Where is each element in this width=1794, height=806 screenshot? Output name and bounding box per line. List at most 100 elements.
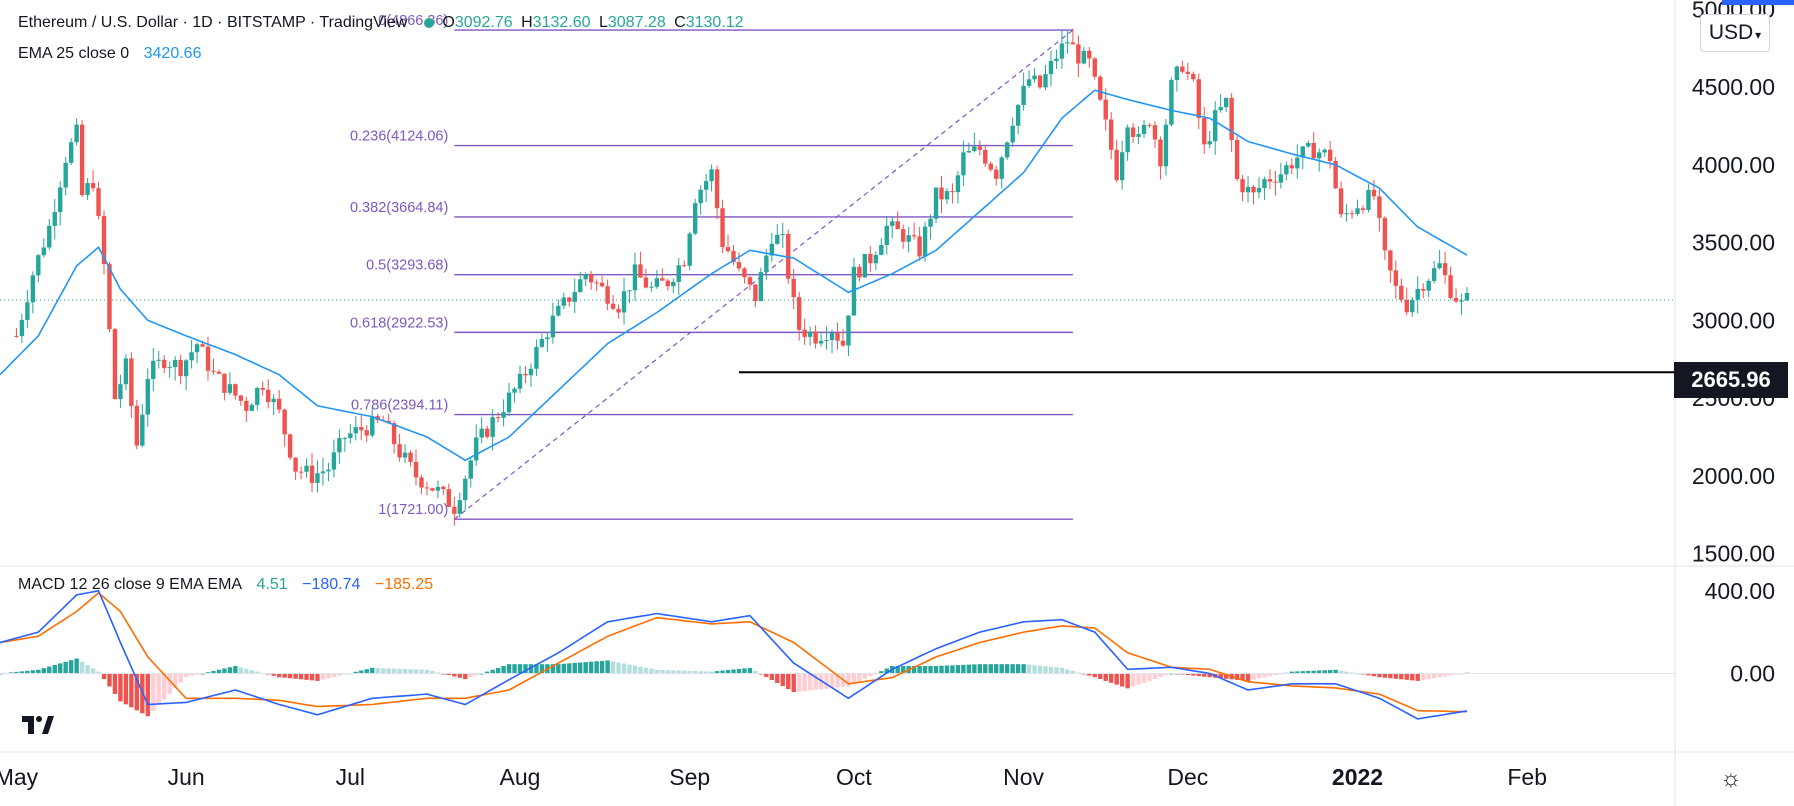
candle-body	[41, 247, 46, 256]
candle-body	[1393, 270, 1399, 286]
macd-histogram-bar	[435, 672, 441, 674]
candle-body	[567, 297, 572, 302]
candle-body	[1152, 125, 1158, 140]
candle-body	[895, 221, 900, 230]
macd-line	[0, 589, 1468, 720]
macd-histogram-bar	[233, 666, 238, 674]
candle-body	[1207, 141, 1212, 145]
macd-histogram-bar	[961, 664, 966, 674]
macd-histogram-bar	[884, 668, 889, 674]
macd-histogram-bar	[1158, 673, 1163, 678]
macd-histogram-bar	[720, 670, 725, 674]
candle-body	[1333, 160, 1338, 189]
candle-body	[747, 277, 753, 285]
macd-histogram-bar	[337, 673, 342, 676]
macd-histogram	[0, 658, 1470, 717]
macd-histogram-bar	[676, 670, 681, 674]
candle-body	[1459, 300, 1464, 302]
candle-body	[1234, 140, 1240, 180]
macd-histogram-bar	[643, 667, 649, 674]
macd-histogram-bar	[501, 666, 506, 674]
macd-histogram-bar	[605, 660, 610, 674]
macd-histogram-bar	[769, 673, 775, 680]
currency-button[interactable]: USD ▾	[1700, 14, 1770, 52]
macd-histogram-bar	[8, 672, 14, 674]
candle-body	[610, 303, 616, 309]
macd-histogram-bar	[1130, 673, 1136, 687]
candle-body	[107, 263, 112, 330]
candle-body	[52, 212, 57, 226]
candle-body	[123, 358, 129, 385]
macd-histogram-bar	[868, 673, 873, 677]
ema-value: 3420.66	[143, 45, 202, 62]
macd-histogram-bar	[922, 666, 928, 674]
macd-histogram-bar	[1421, 673, 1426, 680]
macd-histogram-bar	[1125, 673, 1130, 689]
macd-histogram-bar	[386, 668, 391, 674]
candle-body	[441, 486, 446, 490]
macd-histogram-bar	[1021, 664, 1026, 674]
macd-histogram-bar	[1448, 673, 1453, 676]
macd-histogram-bar	[74, 658, 79, 674]
candle-body	[1108, 119, 1114, 150]
candle-body	[556, 305, 561, 316]
candle-body	[868, 254, 873, 264]
macd-histogram-bar	[189, 673, 194, 676]
support-price-label: 2665.96	[1674, 362, 1788, 398]
macd-histogram-bar	[939, 665, 944, 674]
macd-histogram-bar	[966, 664, 972, 674]
candle-body	[1421, 288, 1426, 291]
candle-body	[627, 290, 632, 292]
candle-body	[1114, 149, 1119, 181]
macd-signal-line	[0, 591, 1468, 713]
tradingview-logo-icon[interactable]	[20, 710, 54, 740]
macd-histogram-bar	[627, 664, 632, 674]
macd-histogram-bar	[1087, 673, 1092, 676]
macd-histogram-bar	[506, 664, 512, 674]
candle-body	[1344, 213, 1349, 215]
macd-histogram-bar	[512, 664, 517, 674]
macd-histogram-bar	[58, 663, 63, 674]
macd-histogram-bar	[1306, 670, 1311, 674]
macd-hist-value: 4.51	[256, 576, 288, 593]
candle-body	[129, 358, 134, 406]
macd-histogram-bar	[1316, 670, 1322, 674]
candle-body	[359, 427, 364, 431]
candle-body	[583, 274, 588, 280]
candle-body	[19, 319, 25, 337]
settings-gear-icon[interactable]: ☼	[1720, 765, 1742, 792]
macd-histogram-bar	[917, 666, 922, 674]
candle-body	[1300, 146, 1305, 158]
candle-body	[616, 308, 621, 313]
macd-histogram-bar	[353, 671, 359, 674]
candle-body	[599, 282, 605, 287]
macd-histogram-bar	[238, 667, 244, 674]
macd-histogram-bar	[205, 672, 211, 674]
macd-histogram-bar	[315, 673, 320, 681]
macd-histogram-bar	[101, 673, 107, 680]
candle-body	[1054, 58, 1059, 61]
candle-body	[950, 191, 955, 193]
macd-histogram-bar	[145, 673, 150, 717]
candle-body	[200, 344, 205, 347]
candle-body	[840, 340, 846, 346]
fib-level-label: 0.5(3293.68)	[366, 258, 448, 274]
macd-histogram-bar	[1223, 673, 1229, 679]
macd-histogram-bar	[134, 673, 140, 711]
candle-body	[298, 471, 304, 473]
macd-histogram-bar	[364, 669, 369, 674]
candle-body	[118, 384, 123, 399]
candle-body	[725, 247, 731, 252]
candle-body	[266, 389, 271, 403]
macd-histogram-bar	[835, 673, 840, 688]
macd-histogram-bar	[484, 671, 490, 674]
macd-histogram-bar	[1202, 673, 1207, 677]
candle-body	[326, 469, 331, 472]
fib-trend-line	[453, 29, 1074, 520]
macd-histogram-bar	[1437, 673, 1442, 678]
macd-histogram-bar	[1098, 673, 1103, 680]
macd-histogram-bar	[1338, 670, 1344, 674]
macd-histogram-bar	[950, 665, 955, 674]
